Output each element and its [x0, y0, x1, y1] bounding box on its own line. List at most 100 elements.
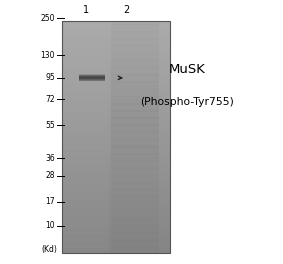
Bar — [62, 134, 170, 135]
Bar — [111, 106, 159, 107]
Bar — [62, 164, 108, 165]
Bar — [62, 30, 170, 32]
Bar — [111, 169, 159, 171]
Bar — [62, 201, 170, 202]
Bar — [62, 182, 170, 184]
Bar — [111, 136, 159, 137]
Bar — [111, 248, 159, 250]
Bar — [62, 246, 170, 248]
Bar — [62, 44, 108, 45]
Text: 10: 10 — [46, 221, 55, 230]
Bar — [111, 239, 159, 241]
Bar — [79, 75, 105, 76]
Bar — [111, 135, 159, 136]
Bar — [62, 183, 108, 185]
Bar — [62, 101, 108, 102]
Bar — [111, 70, 159, 71]
Bar — [62, 217, 108, 219]
Bar — [62, 88, 170, 90]
Bar — [111, 91, 159, 92]
Bar — [111, 42, 159, 43]
Bar — [111, 227, 159, 228]
Bar — [62, 215, 108, 216]
Bar — [62, 23, 170, 25]
Bar — [62, 97, 108, 99]
Bar — [62, 221, 108, 222]
Bar — [62, 187, 170, 188]
Bar — [79, 75, 105, 76]
Bar — [111, 81, 159, 83]
Bar — [62, 193, 170, 194]
Bar — [111, 215, 159, 216]
Bar — [62, 70, 170, 71]
Bar — [62, 32, 170, 34]
Bar — [62, 211, 170, 213]
Bar — [62, 55, 170, 56]
Bar — [111, 107, 159, 108]
Bar — [62, 30, 108, 32]
Bar — [111, 178, 159, 179]
Bar — [62, 95, 108, 97]
Bar — [111, 175, 159, 177]
Bar — [111, 65, 159, 67]
Bar — [62, 173, 170, 175]
Bar — [62, 106, 170, 107]
Bar — [111, 214, 159, 215]
Bar — [111, 131, 159, 133]
Bar — [62, 233, 170, 235]
Bar — [62, 239, 108, 241]
Bar — [62, 218, 108, 220]
Bar — [62, 194, 170, 195]
Bar — [62, 196, 108, 198]
Bar — [62, 169, 108, 171]
Bar — [62, 186, 170, 187]
Bar — [62, 178, 108, 179]
Bar — [62, 99, 170, 100]
Bar — [62, 52, 108, 54]
Bar — [62, 152, 108, 154]
Bar — [62, 199, 108, 200]
Bar — [111, 193, 159, 194]
Bar — [111, 202, 159, 204]
Bar — [62, 88, 108, 90]
Bar — [111, 55, 159, 56]
Bar — [62, 251, 108, 252]
Bar — [111, 64, 159, 65]
Bar — [62, 58, 108, 59]
Bar — [62, 219, 170, 221]
Bar — [62, 190, 170, 192]
Bar — [111, 192, 159, 193]
Bar — [111, 233, 159, 235]
Bar — [62, 185, 170, 186]
Bar — [62, 105, 108, 106]
Bar — [62, 165, 170, 166]
Bar — [62, 248, 108, 250]
Bar — [62, 203, 170, 205]
Bar — [111, 129, 159, 130]
Bar — [62, 122, 170, 123]
Bar — [111, 87, 159, 88]
Bar — [62, 126, 170, 128]
Bar — [111, 243, 159, 244]
Bar — [111, 76, 159, 77]
Bar — [62, 172, 170, 173]
Bar — [62, 77, 108, 78]
Bar — [111, 86, 159, 87]
Bar — [111, 194, 159, 195]
Bar — [62, 91, 108, 92]
Bar — [111, 230, 159, 231]
Bar — [111, 80, 159, 82]
Bar — [62, 41, 170, 42]
Bar — [62, 29, 170, 30]
Bar — [111, 114, 159, 115]
Bar — [62, 21, 170, 22]
Bar — [111, 116, 159, 117]
Bar — [62, 143, 170, 144]
Bar — [62, 242, 170, 243]
Bar — [111, 121, 159, 122]
Bar — [62, 222, 170, 223]
Bar — [111, 60, 159, 62]
Bar — [62, 56, 108, 57]
Bar — [111, 41, 159, 42]
Bar — [62, 251, 170, 252]
